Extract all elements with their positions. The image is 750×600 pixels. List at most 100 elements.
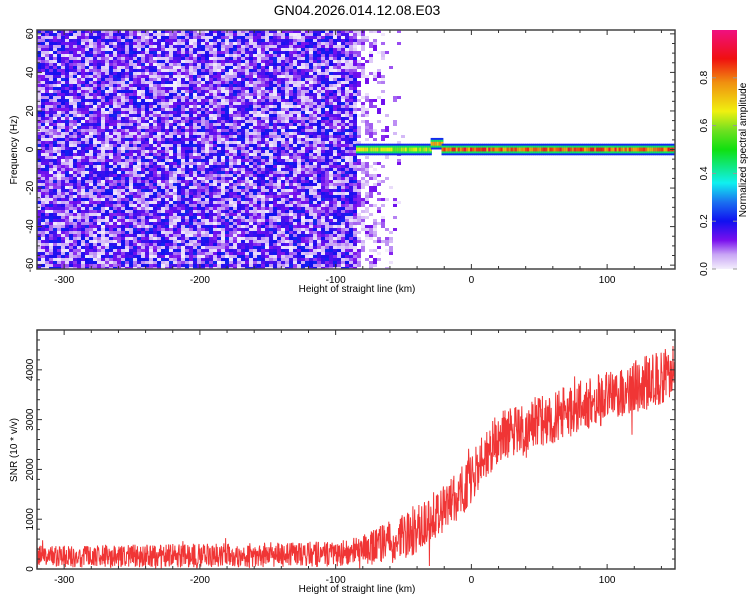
heatmap-cell xyxy=(225,102,229,105)
heatmap-cell xyxy=(105,36,109,39)
heatmap-cell xyxy=(229,87,233,90)
heatmap-cell xyxy=(97,90,101,93)
heatmap-cell xyxy=(193,123,197,126)
heatmap-cell xyxy=(41,267,45,269)
heatmap-cell xyxy=(169,207,173,210)
heatmap-cell xyxy=(177,249,181,252)
heatmap-cell xyxy=(125,60,129,63)
heatmap-cell xyxy=(89,66,93,69)
heatmap-cell xyxy=(201,165,205,168)
heatmap-cell xyxy=(117,195,121,198)
heatmap-cell xyxy=(253,84,257,87)
heatmap-cell xyxy=(133,246,137,249)
heatmap-cell xyxy=(281,78,285,81)
heatmap-cell xyxy=(53,234,57,237)
heatmap-cell xyxy=(253,174,257,177)
heatmap-cell xyxy=(173,189,177,192)
heatmap-cell xyxy=(133,78,137,81)
heatmap-cell xyxy=(77,108,81,111)
heatmap-cell xyxy=(213,225,217,228)
heatmap-cell xyxy=(197,159,201,162)
heatmap-cell xyxy=(133,207,137,210)
heatmap-cell xyxy=(205,96,209,99)
heatmap-cell xyxy=(73,258,77,261)
heatmap-cell xyxy=(73,36,77,39)
heatmap-cell xyxy=(193,219,197,222)
heatmap-cell xyxy=(201,102,205,105)
heatmap-cell xyxy=(61,135,65,138)
heatmap-cell xyxy=(121,222,125,225)
heatmap-cell xyxy=(121,144,125,147)
heatmap-cell xyxy=(269,168,273,171)
heatmap-cell xyxy=(285,51,289,54)
heatmap-cell xyxy=(129,192,133,195)
heatmap-cell xyxy=(209,30,213,33)
heatmap-cell xyxy=(61,105,65,108)
heatmap-cell xyxy=(37,144,41,147)
heatmap-cell xyxy=(109,147,113,150)
heatmap-cell xyxy=(229,60,233,63)
heatmap-cell xyxy=(273,42,277,45)
heatmap-cell xyxy=(249,177,253,180)
heatmap-cell xyxy=(93,150,97,153)
heatmap-cell xyxy=(81,48,85,51)
heatmap-cell xyxy=(209,54,213,57)
heatmap-cell xyxy=(205,264,209,267)
heatmap-cell xyxy=(49,240,53,243)
heatmap-cell xyxy=(185,243,189,246)
heatmap-cell xyxy=(217,48,221,51)
heatmap-cell xyxy=(129,156,133,159)
heatmap-cell xyxy=(73,150,77,153)
heatmap-cell xyxy=(201,84,205,87)
heatmap-cell xyxy=(41,168,45,171)
heatmap-cell xyxy=(77,174,81,177)
heatmap-cell xyxy=(285,90,289,93)
heatmap-cell xyxy=(125,135,129,138)
heatmap-cell xyxy=(265,114,269,117)
heatmap-cell xyxy=(209,162,213,165)
heatmap-cell xyxy=(113,66,117,69)
heatmap-cell xyxy=(197,210,201,213)
heatmap-cell xyxy=(53,66,57,69)
heatmap-cell xyxy=(245,168,249,171)
heatmap-cell xyxy=(205,165,209,168)
heatmap-cell xyxy=(141,192,145,195)
heatmap-cell xyxy=(97,120,101,123)
heatmap-cell xyxy=(225,201,229,204)
heatmap-cell xyxy=(185,90,189,93)
heatmap-cell xyxy=(269,216,273,219)
heatmap-cell xyxy=(277,117,281,120)
heatmap-cell xyxy=(157,174,161,177)
heatmap-cell xyxy=(277,81,281,84)
heatmap-cell xyxy=(185,171,189,174)
heatmap-cell xyxy=(69,201,73,204)
heatmap-cell xyxy=(65,231,69,234)
heatmap-cell xyxy=(201,180,205,183)
heatmap-cell xyxy=(249,189,253,192)
heatmap-cell xyxy=(169,81,173,84)
heatmap-cell xyxy=(141,30,145,33)
heatmap-cell xyxy=(217,183,221,186)
heatmap-cell xyxy=(209,231,213,234)
heatmap-cell xyxy=(281,258,285,261)
heatmap-cell xyxy=(173,132,177,135)
heatmap-cell xyxy=(221,150,225,153)
heatmap-cell xyxy=(277,231,281,234)
heatmap-cell xyxy=(237,129,241,132)
heatmap-cell xyxy=(157,66,161,69)
heatmap-cell xyxy=(53,63,57,66)
heatmap-cell xyxy=(137,33,141,36)
heatmap-cell xyxy=(109,189,113,192)
heatmap-cell xyxy=(217,57,221,60)
heatmap-cell xyxy=(153,264,157,267)
heatmap-cell xyxy=(173,33,177,36)
heatmap-cell xyxy=(69,123,73,126)
heatmap-cell xyxy=(57,153,61,156)
heatmap-cell xyxy=(169,168,173,171)
heatmap-cell xyxy=(197,126,201,129)
heatmap-cell xyxy=(73,267,77,269)
heatmap-cell xyxy=(189,87,193,90)
heatmap-cell xyxy=(153,180,157,183)
heatmap-cell xyxy=(229,204,233,207)
heatmap-cell xyxy=(253,153,257,156)
